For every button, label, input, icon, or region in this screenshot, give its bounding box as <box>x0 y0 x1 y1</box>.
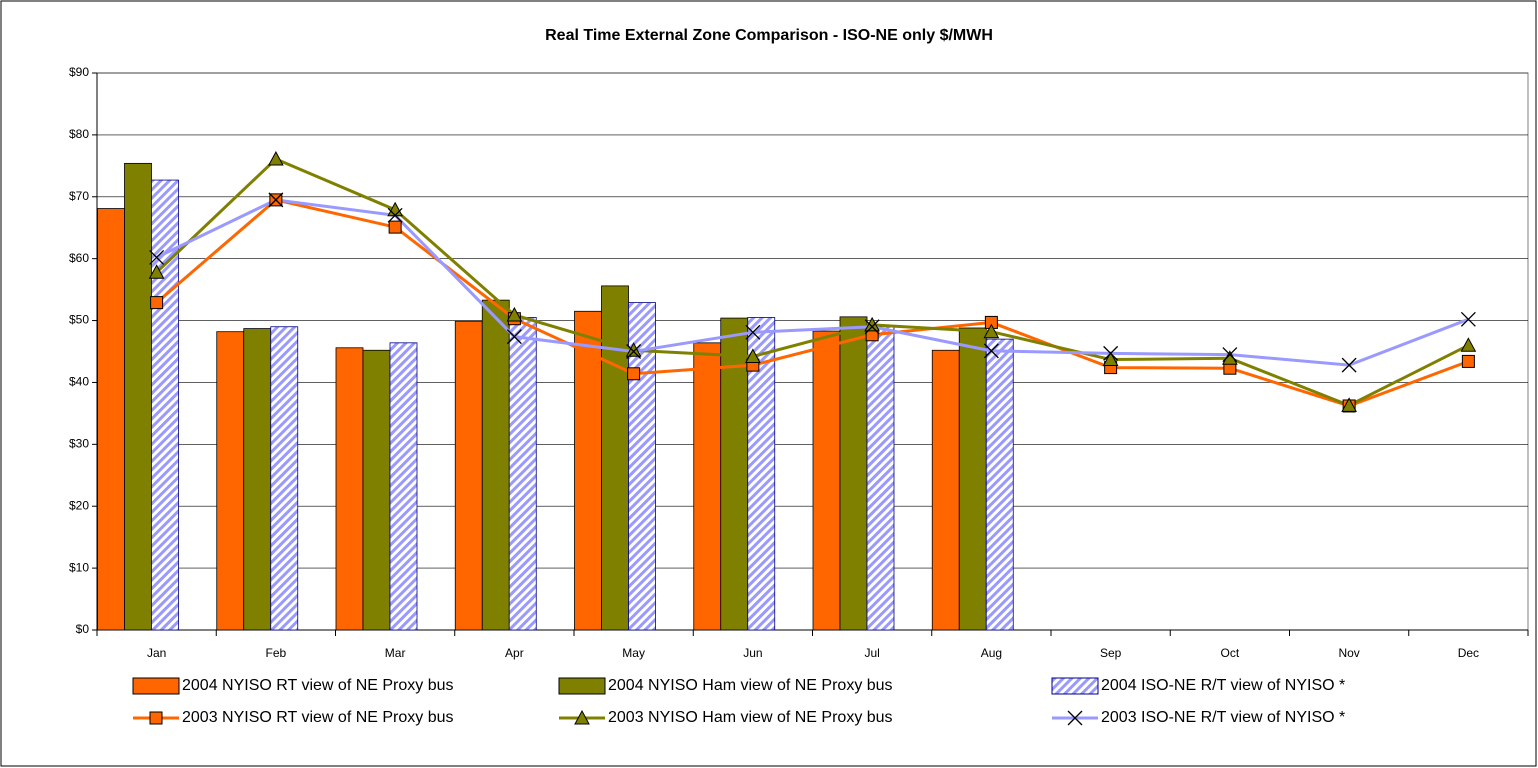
bar <box>97 208 125 631</box>
bar <box>958 327 987 631</box>
point-marker <box>388 220 402 234</box>
legend-label: 2003 ISO-NE R/T view of NYISO * <box>1101 709 1345 726</box>
x-tick-label: Mar <box>385 646 406 660</box>
line <box>155 157 1470 407</box>
x-tick-label: Nov <box>1338 646 1359 660</box>
line <box>155 198 1469 408</box>
line <box>155 198 1469 367</box>
y-tick-label: $50 <box>69 313 89 327</box>
legend-marker <box>1067 710 1083 726</box>
point-marker <box>745 324 761 340</box>
y-tick-label: $20 <box>69 498 89 512</box>
x-tick-label: Feb <box>266 646 287 660</box>
bar <box>362 349 391 631</box>
point-marker <box>1102 351 1119 367</box>
point-marker <box>150 296 164 310</box>
point-marker <box>387 207 403 223</box>
point-marker <box>506 329 522 345</box>
y-tick-label: $30 <box>69 437 89 451</box>
bar <box>720 317 749 631</box>
point-marker <box>1341 397 1357 412</box>
point-marker <box>864 316 880 332</box>
legend-swatch <box>132 677 180 695</box>
x-tick-label: May <box>622 646 645 660</box>
y-tick-label: $0 <box>76 622 90 636</box>
point-marker <box>864 319 880 335</box>
x-tick-label: Aug <box>981 646 1002 660</box>
legend-label: 2004 ISO-NE R/T view of NYISO * <box>1101 677 1345 694</box>
point-marker <box>983 323 1000 339</box>
y-tick-label: $10 <box>69 560 89 574</box>
y-tick-label: $40 <box>69 375 89 389</box>
bar <box>574 310 602 631</box>
bar <box>601 285 629 631</box>
point-marker <box>1460 337 1477 352</box>
y-tick-label: $90 <box>69 65 89 79</box>
point-marker <box>268 150 284 166</box>
legend-label: 2004 NYISO RT view of NE Proxy bus <box>182 677 454 694</box>
bar <box>985 338 1014 631</box>
chart-title: Real Time External Zone Comparison - ISO… <box>545 27 993 44</box>
legend-label: 2004 NYISO Ham view of NE Proxy bus <box>608 677 893 694</box>
legend-swatch <box>558 677 606 695</box>
bar <box>270 326 299 631</box>
y-tick-label: $70 <box>69 189 89 203</box>
bar <box>839 316 868 631</box>
point-marker <box>268 192 284 208</box>
legend-marker <box>149 711 163 725</box>
bar <box>693 342 722 631</box>
bar <box>335 347 364 631</box>
point-marker <box>149 249 165 265</box>
legend-label: 2003 NYISO Ham view of NE Proxy bus <box>608 709 893 726</box>
legend-marker <box>574 709 590 725</box>
point-marker <box>1222 347 1238 363</box>
bar <box>243 328 272 631</box>
x-tick-label: Apr <box>505 646 524 660</box>
point-marker <box>148 264 165 279</box>
bar <box>481 299 510 631</box>
point-marker <box>1460 311 1476 327</box>
bar <box>508 317 537 631</box>
bar <box>628 302 656 631</box>
x-tick-label: Dec <box>1458 646 1479 660</box>
point-marker <box>625 342 642 357</box>
legend-swatch <box>1051 677 1099 695</box>
point-marker <box>983 343 999 359</box>
x-tick-label: Sep <box>1100 646 1122 660</box>
point-marker <box>1461 354 1475 368</box>
bar <box>866 326 895 631</box>
point-marker <box>506 306 523 322</box>
y-tick-label: $80 <box>69 127 89 141</box>
x-tick-label: Oct <box>1221 646 1240 660</box>
bar <box>216 331 245 631</box>
bar <box>124 162 152 631</box>
bar <box>389 342 418 631</box>
x-tick-label: Jan <box>147 646 166 660</box>
point-marker <box>745 348 761 363</box>
point-marker <box>626 344 642 359</box>
legend-label: 2003 NYISO RT view of NE Proxy bus <box>182 709 454 726</box>
point-marker <box>627 367 641 381</box>
bar <box>812 330 841 631</box>
y-tick-label: $60 <box>69 251 89 265</box>
bar <box>931 349 960 631</box>
x-tick-label: Jul <box>864 646 879 660</box>
x-tick-label: Jun <box>743 646 762 660</box>
point-marker <box>1103 345 1119 361</box>
point-marker <box>1341 357 1357 373</box>
bar <box>454 320 483 631</box>
